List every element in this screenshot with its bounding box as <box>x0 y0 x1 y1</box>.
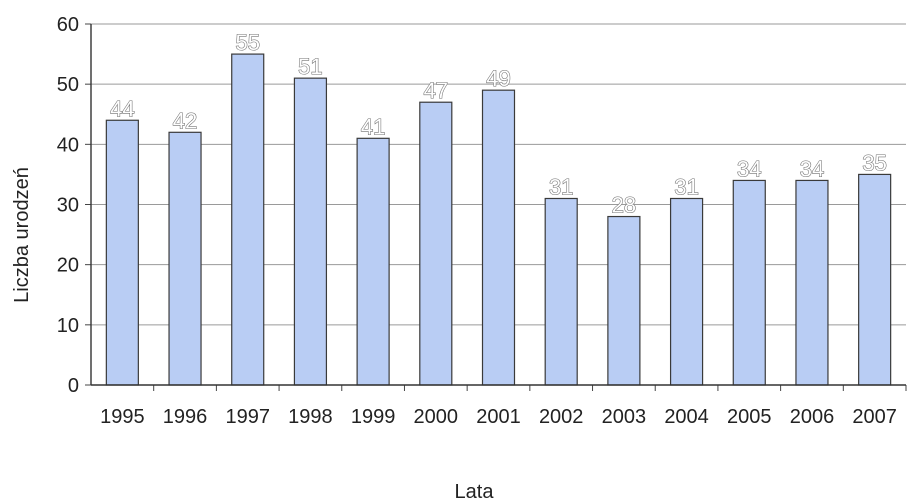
y-tick-label: 20 <box>57 255 79 277</box>
x-tick-label-1998: 1998 <box>288 406 333 428</box>
bar-2005 <box>732 179 766 386</box>
bar-2007 <box>858 173 892 386</box>
data-labels: 44 42 55 51 41 47 49 31 28 31 34 34 35 <box>110 30 888 219</box>
y-tick-label: 50 <box>57 74 79 96</box>
y-tick-label: 10 <box>57 315 79 337</box>
y-tick-label: 0 <box>68 375 79 397</box>
bar-2006 <box>795 179 829 386</box>
x-tick-label-2003: 2003 <box>602 406 647 428</box>
bars <box>105 53 892 386</box>
bar-1999 <box>356 137 390 386</box>
bar-1995 <box>105 119 139 386</box>
x-tick-label-2007: 2007 <box>852 406 897 428</box>
data-label-2006: 34 <box>800 156 824 181</box>
bar-2000 <box>419 101 453 386</box>
y-tick-label: 30 <box>57 195 79 217</box>
data-label-2007: 35 <box>862 150 886 175</box>
data-label-2005: 34 <box>737 156 761 181</box>
data-label-1999: 41 <box>361 114 385 139</box>
x-tick-label-2000: 2000 <box>414 406 459 428</box>
x-tick-label-2002: 2002 <box>539 406 584 428</box>
data-label-2000: 47 <box>424 78 448 103</box>
x-axis-title: Lata <box>455 481 495 501</box>
data-label-1997: 55 <box>235 30 259 55</box>
bar-2002 <box>544 197 578 386</box>
bar-1997 <box>231 53 265 386</box>
x-tick-label-1999: 1999 <box>351 406 396 428</box>
x-tick-label-1995: 1995 <box>100 406 145 428</box>
x-tick-label-2004: 2004 <box>664 406 709 428</box>
bar-1998 <box>293 77 328 386</box>
data-label-2004: 31 <box>674 174 698 199</box>
y-axis-ticks: 0 10 20 30 40 50 60 <box>57 14 91 397</box>
y-axis-title: Liczba urodzeń <box>11 167 33 303</box>
data-label-2001: 49 <box>486 66 510 91</box>
bar-2003 <box>607 215 641 386</box>
data-label-2002: 31 <box>549 174 573 199</box>
x-tick-label-2005: 2005 <box>727 406 772 428</box>
x-tick-label-1997: 1997 <box>225 406 270 428</box>
data-label-1996: 42 <box>173 108 197 133</box>
x-tick-label-2006: 2006 <box>790 406 835 428</box>
bar-1996 <box>168 131 202 386</box>
y-tick-label: 60 <box>57 14 79 36</box>
data-label-1998: 51 <box>298 54 322 79</box>
data-label-1995: 44 <box>110 96 134 121</box>
bar-2004 <box>669 197 704 386</box>
x-tick-label-2001: 2001 <box>476 406 521 428</box>
y-tick-label: 40 <box>57 134 79 156</box>
x-axis-ticks: 1995 1996 1997 1998 1999 2000 2001 2002 2003 2004… <box>100 385 907 428</box>
bar-2001 <box>481 89 516 386</box>
data-label-2003: 28 <box>612 193 636 218</box>
x-tick-label-1996: 1996 <box>163 406 208 428</box>
